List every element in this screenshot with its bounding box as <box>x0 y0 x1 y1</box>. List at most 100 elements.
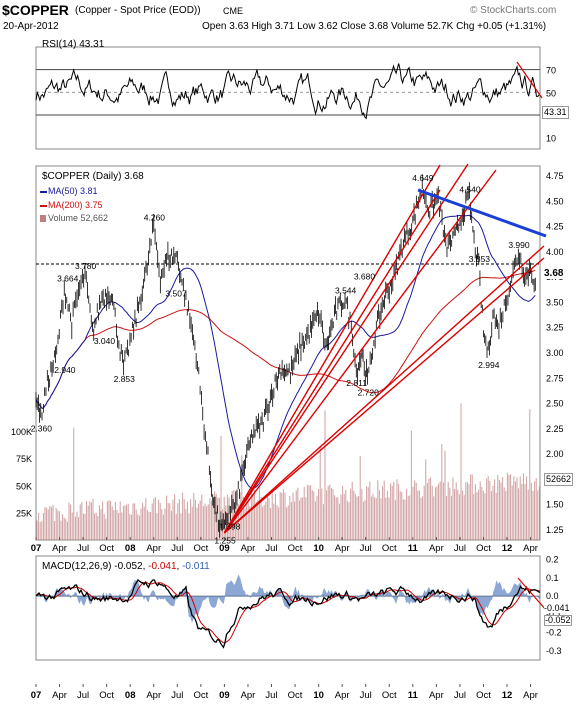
price-annotation-8: 3.507 <box>165 288 187 298</box>
rsi-last-value: 43.31 <box>542 106 569 119</box>
price-tick-2.25: 2.25 <box>546 424 564 434</box>
price-annotation-9: 1.255 <box>214 535 236 545</box>
price-x-tick-label: 12 <box>502 543 513 554</box>
macd-x-tick-label: Jul <box>171 690 183 701</box>
macd-x-tick-label: Oct <box>382 690 397 701</box>
macd-x-tick-label: 11 <box>408 690 419 701</box>
volume-tick-2: 50K <box>16 481 32 491</box>
macd-title-text: MACD(12,26,9) <box>42 561 112 572</box>
price-tick-2.00: 2.00 <box>546 449 564 459</box>
legend-volume-swatch <box>40 215 46 222</box>
macd-tick--0.3: -0.3 <box>546 646 562 656</box>
price-x-tick-label: Oct <box>476 543 491 554</box>
macd-x-tick-label: Oct <box>476 690 491 701</box>
source-label: © StockCharts.com <box>470 5 557 16</box>
rsi-line <box>35 63 540 120</box>
volume-tick-3: 25K <box>16 509 32 519</box>
macd-tick-0.2: 0.2 <box>546 555 559 565</box>
price-annotation-15: 4.649 <box>412 173 434 183</box>
price-x-tick-label: Apr <box>523 543 538 554</box>
price-annotation-1: 2.360 <box>31 424 53 434</box>
macd-x-tick-label: Oct <box>193 690 208 701</box>
price-x-tick-label: Jul <box>77 543 89 554</box>
fan-trendline-4 <box>223 245 545 534</box>
macd-x-tick-label: Apr <box>52 690 67 701</box>
price-x-tick-label: 09 <box>219 543 230 554</box>
price-x-tick-label: Jul <box>171 543 183 554</box>
macd-x-tick-label: Apr <box>146 690 161 701</box>
price-x-tick-label: Apr <box>429 543 444 554</box>
fan-trendline-5 <box>223 257 545 534</box>
macd-tick--0.2: -0.2 <box>546 628 562 638</box>
price-tick-3.00: 3.00 <box>546 348 564 358</box>
rsi-tick-50: 50 <box>546 88 556 98</box>
price-tick-3.50: 3.50 <box>546 297 564 307</box>
price-annotation-13: 2.811 <box>346 378 367 388</box>
macd-title: MACD(12,26,9) -0.052, -0.041, -0.011 <box>42 561 210 572</box>
macd-trendline <box>517 577 547 611</box>
price-tick-4.00: 4.00 <box>546 247 564 257</box>
macd-tick--0.1: -0.1 <box>546 609 562 619</box>
macd-signal-value: -0.041 <box>148 561 177 572</box>
macd-x-tick-label: Apr <box>335 690 350 701</box>
price-annotation-2: 2.940 <box>54 365 76 375</box>
price-x-tick-label: 08 <box>125 543 136 554</box>
price-annotation-7: 4.260 <box>144 213 166 223</box>
price-panel-frame <box>35 165 541 541</box>
macd-x-tick-label: Apr <box>241 690 256 701</box>
price-x-tick-label: Apr <box>241 543 256 554</box>
price-tick-3.25: 3.25 <box>546 323 564 333</box>
legend-ma50: MA(50) 3.81 <box>48 186 98 196</box>
macd-hist-value: -0.011 <box>182 561 210 572</box>
price-x-tick-label: Oct <box>193 543 208 554</box>
axes: 07 Apr Jul Oct 08 Apr Jul Oct 09 Apr Jul Oct 10 Apr Ju… <box>31 537 538 701</box>
quote-summary: Open 3.63 High 3.71 Low 3.62 Close 3.68 … <box>202 21 547 32</box>
price-tick-1.25: 1.25 <box>546 525 564 535</box>
macd-value: -0.052 <box>114 561 143 572</box>
rsi-trendline <box>516 61 543 99</box>
price-annotation-5: 3.040 <box>94 336 116 346</box>
price-annotation-4: 3.780 <box>75 261 97 271</box>
fan-trendline-6 <box>223 189 441 534</box>
legend-volume: Volume 52,662 <box>48 213 109 223</box>
fan-trendline-1 <box>223 163 469 534</box>
macd-x-tick-label: Apr <box>429 690 444 701</box>
legend-ma200: MA(200) 3.75 <box>48 200 103 210</box>
price-annotation-17: 3.853 <box>469 254 491 264</box>
price-x-tick-label: Jul <box>360 543 372 554</box>
price-title: $COPPER (Daily) 3.68 <box>42 171 144 182</box>
rsi-tick-70: 70 <box>546 66 556 76</box>
price-x-tick-label: Apr <box>146 543 161 554</box>
macd-x-tick-label: Oct <box>288 690 303 701</box>
price-x-tick-label: Oct <box>288 543 303 554</box>
price-annotation-10: 1.398 <box>219 522 241 532</box>
price-annotation-12: 3.680 <box>354 271 376 281</box>
exchange-label: CME <box>223 6 243 16</box>
price-tick-2.75: 2.75 <box>546 373 564 383</box>
macd-tick-0.1: 0.1 <box>546 573 559 583</box>
fan-trendline-2 <box>223 164 441 534</box>
price-annotation-6: 2.853 <box>114 374 136 384</box>
macd-x-tick-label: Jul <box>77 690 89 701</box>
macd-x-tick-label: 07 <box>31 690 42 701</box>
macd-x-tick-label: 09 <box>219 690 230 701</box>
chart-date: 20-Apr-2012 <box>3 21 59 32</box>
price-panel: 4.754.504.254.003.753.503.253.002.752.50… <box>31 163 564 545</box>
macd-x-tick-label: Jul <box>360 690 372 701</box>
macd-right-label-2: -0.052 <box>544 615 572 626</box>
price-annotation-18: 2.994 <box>478 360 500 370</box>
price-last-value: 3.68 <box>544 268 564 279</box>
price-x-tick-label: Apr <box>52 543 67 554</box>
price-x-tick-label: Jul <box>265 543 277 554</box>
macd-x-tick-label: 10 <box>313 690 324 701</box>
macd-x-tick-label: Apr <box>523 690 538 701</box>
macd-panel: 0.2 0.1 0.0 -0.1 -0.2 -0.3 <box>35 555 562 656</box>
macd-tick-0.0: 0.0 <box>546 591 559 601</box>
chart-symbol: $COPPER <box>2 2 69 18</box>
price-annotation-11: 3.544 <box>335 285 357 295</box>
macd-x-tick-label: 08 <box>125 690 136 701</box>
rsi-tick-10: 10 <box>546 134 556 144</box>
price-tick-4.75: 4.75 <box>546 171 564 181</box>
fan-trendline-3 <box>223 169 497 534</box>
